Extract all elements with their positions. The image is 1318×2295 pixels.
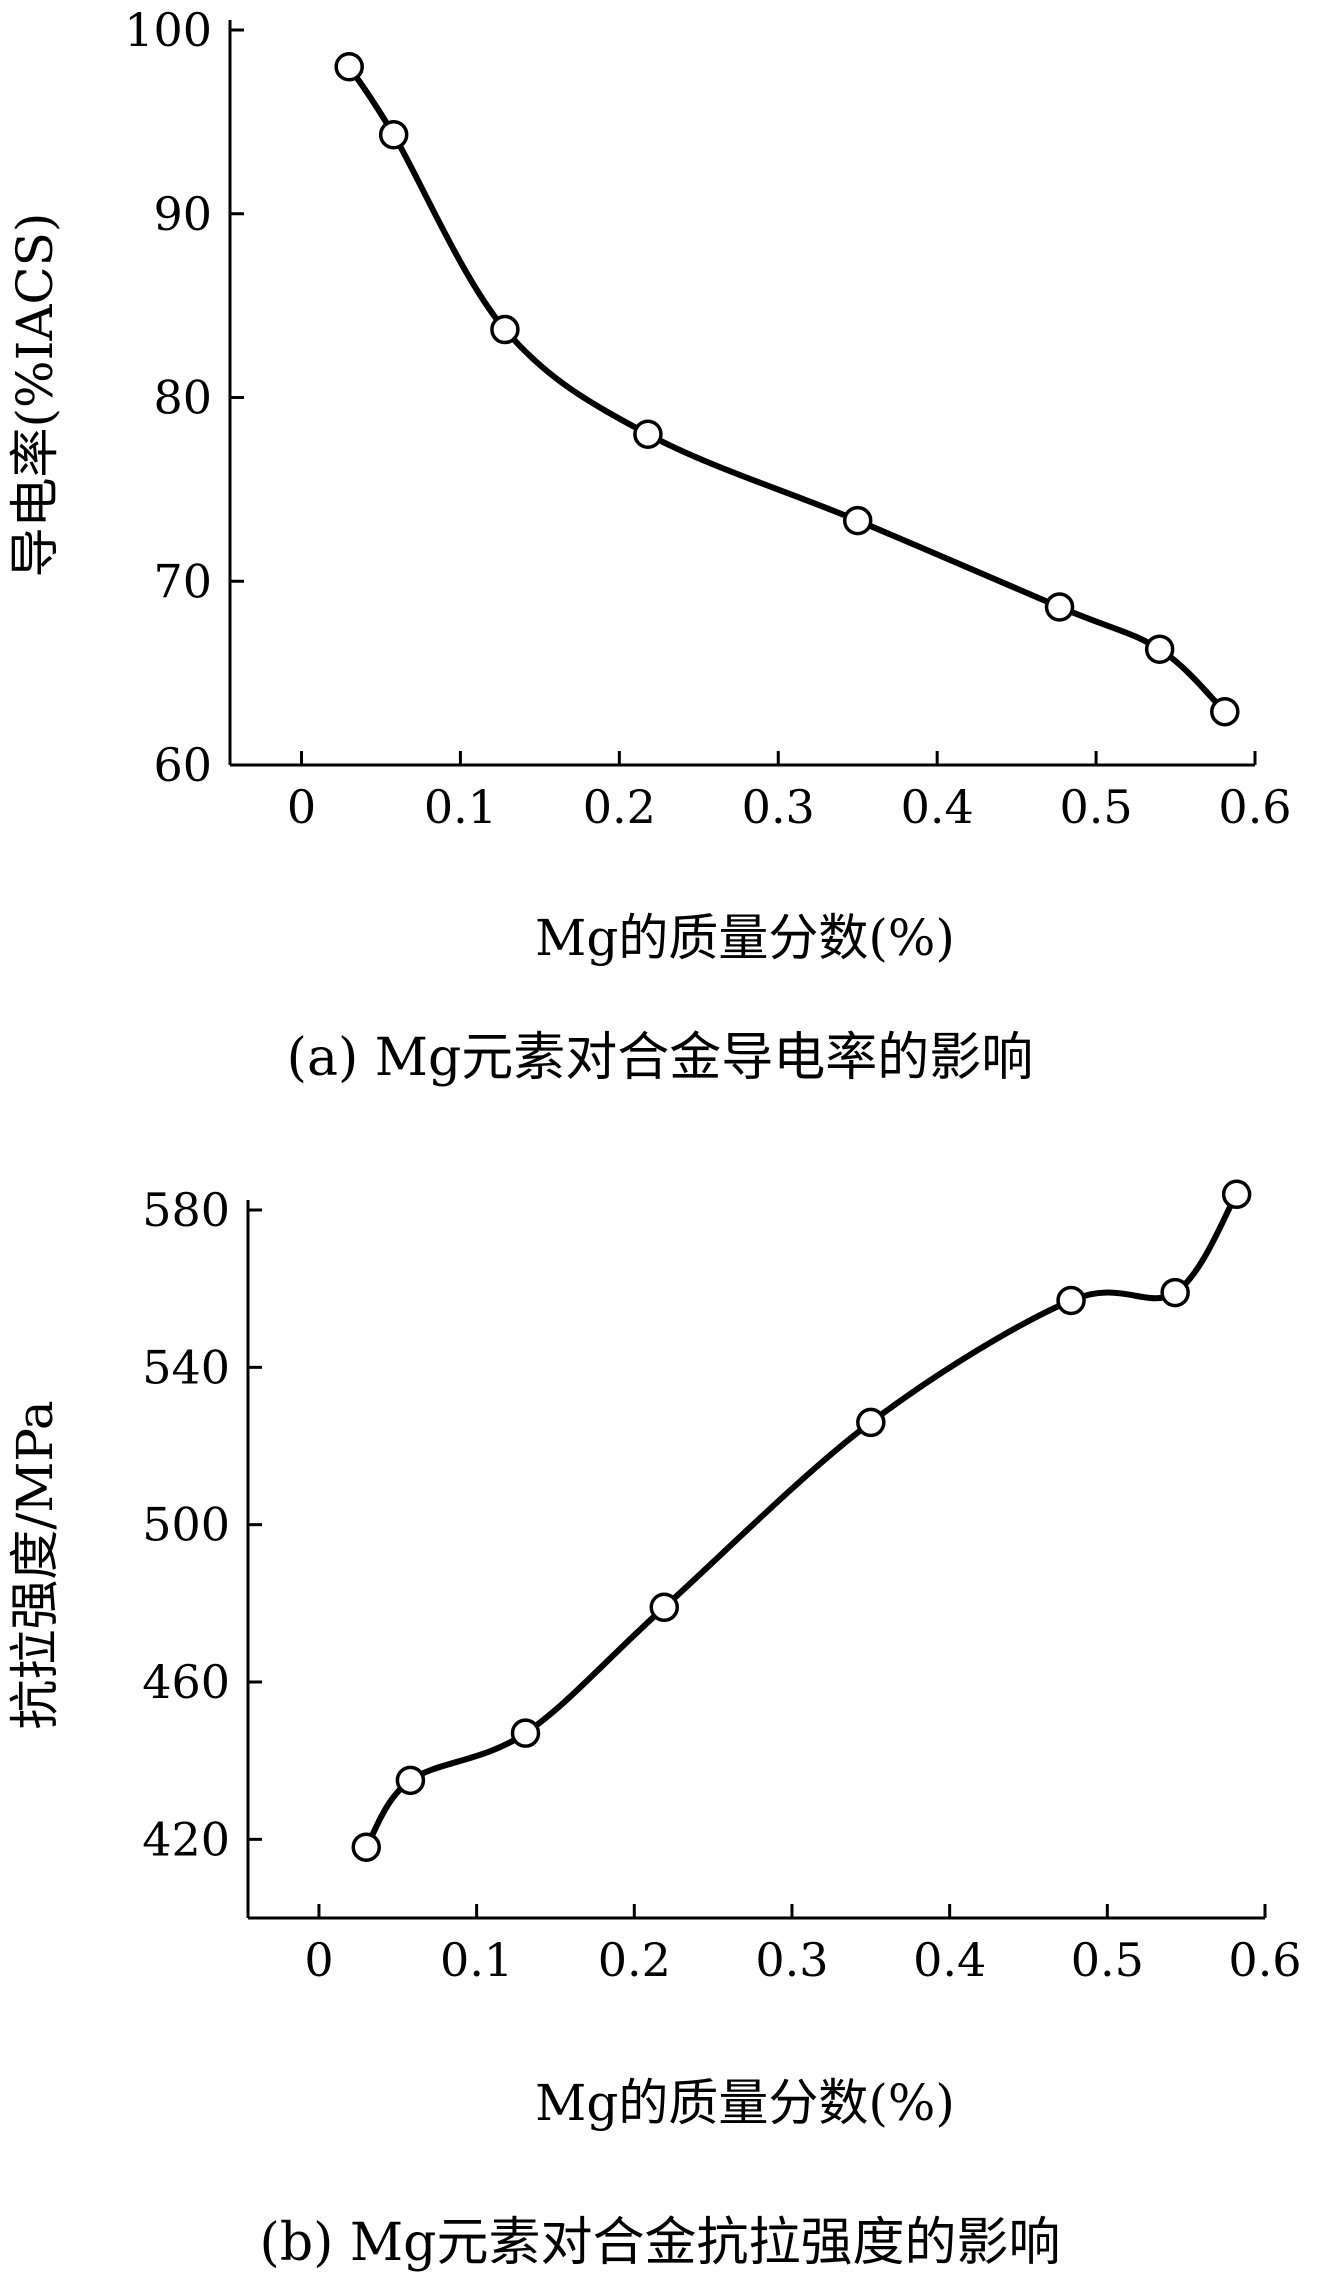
chart-a-y-tick-label: 100: [124, 3, 212, 57]
chart-b-x-tick-label: 0.4: [913, 1933, 986, 1987]
chart-a-x-tick-label: 0.4: [901, 780, 974, 834]
chart-a-data-point: [633, 419, 663, 449]
chart-a-data-point: [334, 52, 364, 82]
chart-a-x-tick-label: 0.5: [1060, 780, 1133, 834]
chart-a-data-point: [842, 505, 873, 536]
chart-b-x-tick-label: 0.2: [598, 1933, 671, 1987]
chart-b-x-tick-label: 0.6: [1228, 1933, 1301, 1987]
chart-b-y-tick-label: 580: [142, 1183, 230, 1237]
chart-b-y-tick-label: 540: [142, 1340, 230, 1394]
chart-a-x-axis-title: Mg的质量分数(%): [535, 909, 955, 967]
chart-a-y-tick-label: 60: [153, 738, 212, 792]
chart-b: 抗拉强度/MPa Mg的质量分数(%) (b) Mg元素对合金抗拉强度的影响 0…: [6, 1179, 1302, 2273]
chart-b-caption: (b) Mg元素对合金抗拉强度的影响: [260, 2213, 1061, 2273]
chart-b-data-point: [1160, 1277, 1190, 1308]
chart-b-y-axis-title: 抗拉强度/MPa: [6, 1400, 64, 1729]
chart-a-caption: (a) Mg元素对合金导电率的影响: [287, 1028, 1034, 1088]
chart-a-data-point: [378, 119, 409, 150]
chart-b-data-point: [1056, 1285, 1086, 1316]
chart-b-y-tick-label: 460: [142, 1655, 230, 1709]
chart-a-x-tick-label: 0.2: [583, 780, 656, 834]
chart-a-x-tick-label: 0: [287, 780, 316, 834]
chart-a: 导电率(%IACS) Mg的质量分数(%) (a) Mg元素对合金导电率的影响 …: [6, 3, 1292, 1088]
chart-a-data-point: [1144, 634, 1175, 664]
chart-b-data-point: [1221, 1179, 1252, 1210]
chart-b-x-tick-label: 0: [304, 1933, 333, 1987]
chart-a-y-axis-title: 导电率(%IACS): [6, 213, 64, 578]
chart-a-y-tick-label: 70: [153, 554, 212, 608]
chart-b-y-tick-label: 500: [142, 1498, 230, 1552]
chart-a-y-tick-label: 80: [153, 371, 212, 425]
chart-a-y-tick-label: 90: [153, 187, 212, 241]
chart-a-plot-area: 0 0.1 0.2 0.3 0.4 0.5 0.6 60 70 80 90 100: [124, 3, 1291, 834]
chart-a-data-point: [1044, 592, 1075, 622]
chart-b-x-axis-title: Mg的质量分数(%): [535, 2074, 955, 2132]
chart-b-data-point: [856, 1407, 886, 1438]
chart-b-data-point: [649, 1592, 680, 1623]
chart-b-x-tick-label: 0.1: [440, 1933, 513, 1987]
chart-b-data-point: [395, 1765, 426, 1796]
chart-a-x-tick-label: 0.6: [1218, 780, 1291, 834]
chart-b-data-point: [351, 1832, 382, 1862]
chart-a-data-point: [490, 314, 520, 345]
chart-a-series-line: [346, 63, 1228, 715]
chart-b-x-tick-label: 0.3: [755, 1933, 828, 1987]
chart-b-x-tick-label: 0.5: [1071, 1933, 1144, 1987]
chart-b-data-point: [510, 1718, 541, 1748]
chart-a-x-tick-label: 0.3: [742, 780, 815, 834]
chart-a-x-tick-label: 0.1: [424, 780, 497, 834]
chart-b-plot-area: 0 0.1 0.2 0.3 0.4 0.5 0.6 420 460 500 540 580: [142, 1179, 1302, 1987]
chart-b-series-line: [363, 1191, 1240, 1851]
chart-a-data-point: [1210, 696, 1240, 727]
chart-b-y-tick-label: 420: [142, 1812, 230, 1866]
